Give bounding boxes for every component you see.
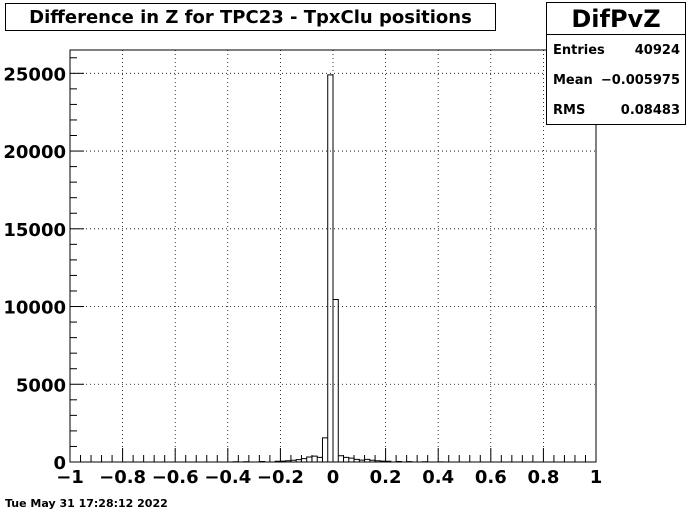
stats-value: 40924 — [634, 42, 680, 58]
stats-row-mean: Mean −0.005975 — [547, 65, 685, 95]
histogram-outline — [70, 74, 596, 463]
y-tick-label: 5000 — [16, 375, 66, 396]
histogram-bin — [333, 300, 338, 462]
y-tick-label: 25000 — [3, 64, 66, 85]
chart-title: Difference in Z for TPC23 - TpxClu posit… — [5, 3, 496, 31]
x-tick-label: −0.6 — [152, 467, 199, 488]
x-tick-label: 0.6 — [475, 467, 507, 488]
timestamp: Tue May 31 17:28:12 2022 — [5, 497, 168, 510]
x-tick-label: 0 — [327, 467, 340, 488]
y-tick-label: 10000 — [3, 298, 66, 319]
histogram-bin — [312, 456, 317, 462]
stats-value: −0.005975 — [600, 72, 680, 88]
stats-label: Mean — [553, 72, 593, 88]
stats-row-rms: RMS 0.08483 — [547, 95, 685, 125]
x-tick-label: −0.4 — [204, 467, 251, 488]
x-tick-label: −0.2 — [257, 467, 304, 488]
histogram-bin — [317, 457, 322, 462]
stats-histogram-name: DifPvZ — [547, 3, 685, 35]
x-tick-label: 1 — [590, 467, 603, 488]
histogram-bin — [349, 458, 354, 462]
stats-box: DifPvZ Entries 40924 Mean −0.005975 RMS … — [546, 2, 686, 125]
histogram-bin — [338, 456, 343, 462]
x-axis: −1 −0.8 −0.6 −0.4 −0.2 0 0.2 0.4 0.6 0.8 1 — [56, 448, 602, 488]
stats-row-entries: Entries 40924 — [547, 35, 685, 65]
histogram-bin — [307, 457, 312, 462]
histogram-bin — [344, 457, 349, 462]
stats-label: Entries — [553, 42, 605, 58]
stats-value: 0.08483 — [620, 102, 680, 118]
x-tick-label: −1 — [56, 467, 84, 488]
x-tick-label: 0.2 — [370, 467, 402, 488]
histogram-bars — [70, 74, 596, 463]
x-tick-label: 0.8 — [527, 467, 559, 488]
y-tick-label: 20000 — [3, 142, 66, 163]
y-tick-label: 15000 — [3, 220, 66, 241]
histogram-bin — [328, 75, 333, 462]
y-axis: 0 5000 10000 15000 20000 25000 — [3, 57, 84, 474]
histogram-bin — [301, 459, 306, 462]
y-tick-label: 0 — [53, 453, 66, 474]
x-tick-label: −0.8 — [99, 467, 146, 488]
x-tick-label: 0.4 — [422, 467, 454, 488]
stats-label: RMS — [553, 102, 586, 118]
histogram-bin — [322, 438, 327, 462]
